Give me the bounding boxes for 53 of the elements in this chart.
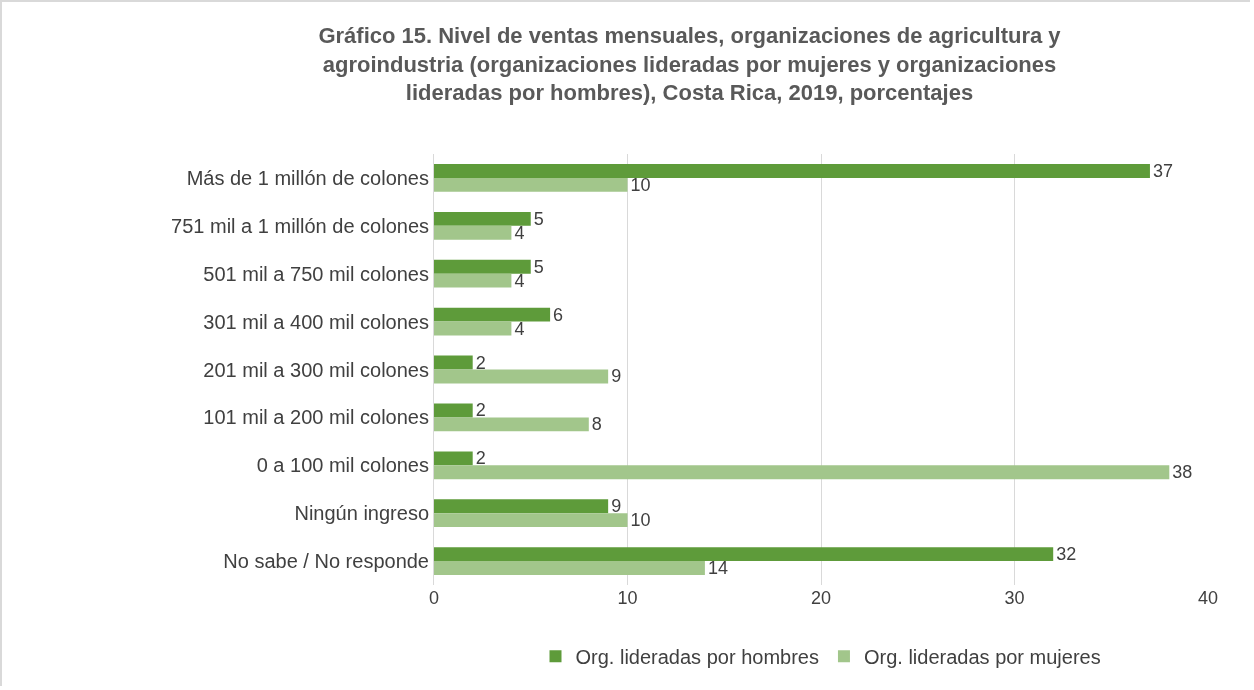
data-label: 5 [533,208,544,229]
bar [434,403,473,418]
y-tick-label: 751 mil a 1 millón de colones [171,214,429,237]
bar [434,177,628,192]
legend-label: Org. lideradas por hombres [575,646,819,669]
bar [434,513,628,528]
data-label: 8 [591,414,602,435]
data-label: 14 [707,558,728,578]
bar [434,164,1150,178]
x-tick-label: 10 [617,588,638,608]
bar [434,211,531,226]
bar [434,547,1054,562]
y-tick-label: 501 mil a 750 mil colones [203,262,429,285]
bar [434,321,512,336]
bar [434,307,551,322]
data-label: 9 [611,496,622,517]
bar [434,355,473,370]
y-tick-label: Más de 1 millón de colones [186,166,429,189]
data-label: 2 [475,352,486,373]
data-label: 4 [514,270,525,291]
data-label: 9 [611,366,622,387]
data-label: 2 [475,448,486,469]
data-label: 6 [553,304,564,325]
data-label: 10 [630,174,651,195]
x-tick-label: 30 [1004,588,1025,608]
data-label: 32 [1056,544,1077,565]
bar [434,451,473,466]
bar [434,369,609,384]
bar [434,561,705,575]
data-label: 37 [1152,161,1173,181]
bar [434,465,1170,480]
data-label: 5 [533,256,544,277]
data-label: 10 [630,510,651,531]
bar [434,273,512,288]
y-tick-label: 101 mil a 200 mil colones [203,406,429,429]
x-tick-label: 40 [1197,588,1219,608]
data-label: 38 [1172,462,1193,483]
legend-label: Org. lideradas por mujeres [863,646,1101,669]
x-tick-label: 0 [428,588,440,608]
bar [434,499,609,514]
data-label: 4 [514,222,525,243]
bar [434,417,589,432]
chart-title: Gráfico 15. Nivel de ventas mensuales, organizaciones de agricultura y agroindustria (organizaciones lideradas por mujeres y organizaciones lideradas por hombres), Costa Rica, 2019, porcentajes [318,23,1062,106]
bar [434,225,512,240]
data-label: 2 [475,400,486,421]
y-tick-label: 201 mil a 300 mil colones [203,358,429,381]
y-tick-label: 0 a 100 mil colones [256,454,429,477]
data-label: 4 [514,318,525,339]
bar [434,259,531,274]
y-tick-label: Ningún ingreso [294,502,429,525]
y-tick-label: 301 mil a 400 mil colones [203,310,429,333]
x-tick-label: 20 [810,588,832,608]
y-tick-label: No sabe / No responde [223,550,429,573]
